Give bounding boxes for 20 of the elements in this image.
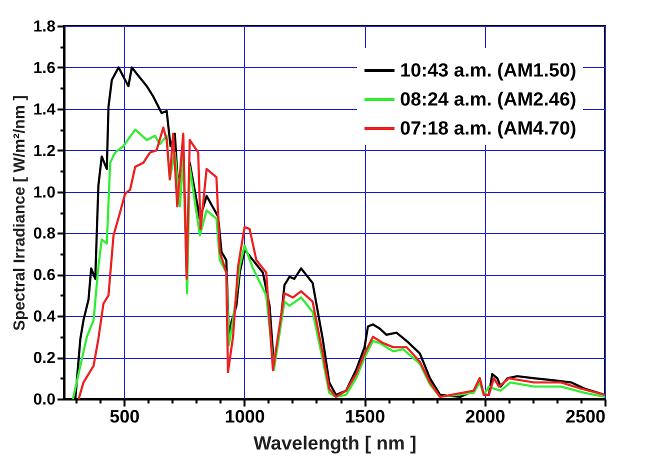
y-tick-label: 1.6: [33, 60, 56, 77]
y-tick-label: 1.8: [33, 18, 56, 36]
x-tick-label: 1000: [224, 406, 265, 426]
x-tick-label: 1500: [345, 406, 386, 426]
legend-label: 07:18 a.m. (AM4.70): [400, 118, 576, 140]
x-tick-label: 500: [110, 406, 140, 426]
x-tick-label: 2000: [465, 406, 506, 426]
x-axis-title: Wavelength [ nm ]: [254, 434, 416, 454]
y-tick-label: 0.0: [33, 392, 56, 408]
y-tick-label: 1.0: [33, 184, 56, 202]
legend-label: 08:24 a.m. (AM2.46): [400, 90, 576, 110]
y-axis-title: Spectral Irradiance [ W/m²/nm ]: [11, 95, 28, 331]
y-tick-label: 0.8: [33, 226, 56, 243]
y-tick-label: 1.2: [33, 142, 56, 160]
legend-label: 10:43 a.m. (AM1.50): [400, 60, 576, 82]
y-tick-label: 0.4: [33, 308, 56, 326]
y-tick-label: 1.4: [33, 101, 56, 118]
x-tick-label: 2500: [565, 406, 606, 426]
y-tick-label: 0.6: [33, 267, 56, 284]
y-tick-label: 0.2: [33, 350, 56, 368]
